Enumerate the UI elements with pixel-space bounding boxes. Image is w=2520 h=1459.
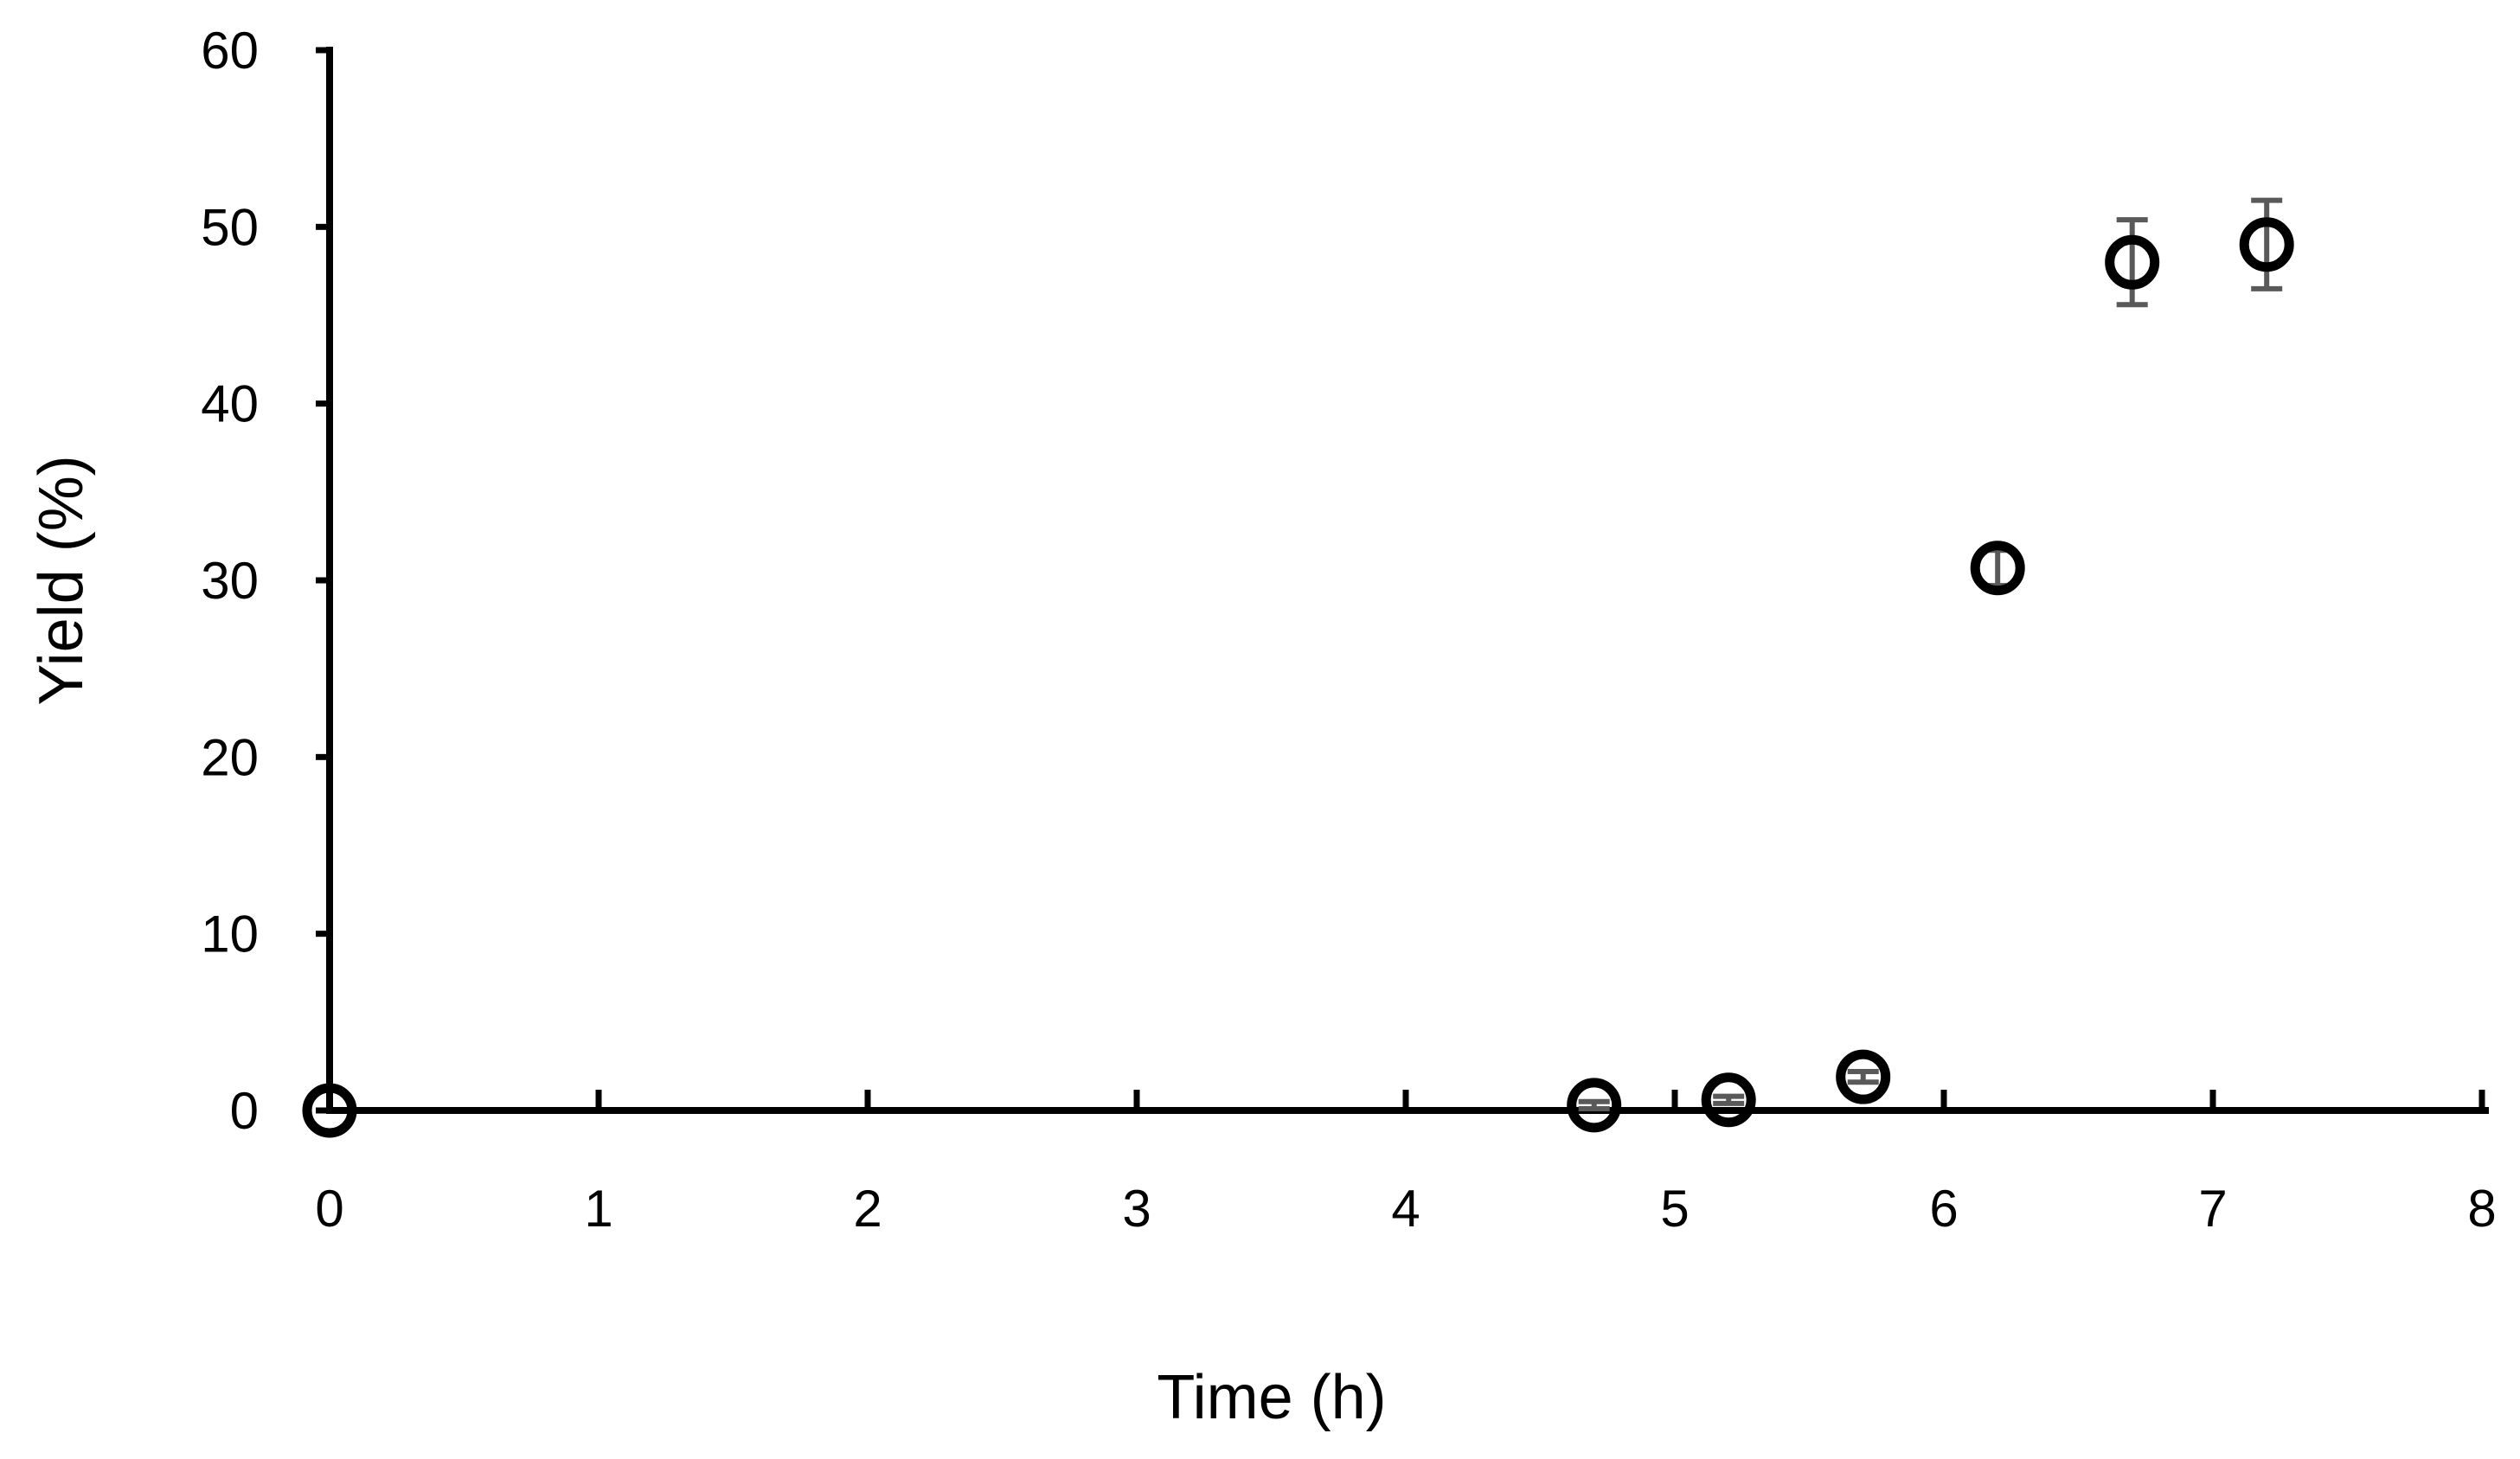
x-tick-label: 0 (315, 1180, 343, 1238)
x-tick-label: 5 (1660, 1180, 1689, 1238)
data-point (302, 1083, 357, 1138)
error-bar (1578, 1098, 1610, 1111)
y-axis-tick-labels: 0 10 20 30 40 50 60 (201, 22, 259, 1140)
point-marker (2239, 217, 2294, 272)
y-tick-label: 40 (201, 375, 259, 433)
data-points (302, 197, 2294, 1138)
point-marker (2105, 234, 2160, 290)
point-marker (1970, 541, 2025, 596)
data-point (2239, 197, 2294, 291)
x-tick-label: 8 (2467, 1180, 2496, 1238)
x-axis-tick-labels: 0 1 2 3 4 5 6 7 8 (315, 1180, 2496, 1238)
y-tick-label: 30 (201, 552, 259, 610)
x-tick-label: 3 (1122, 1180, 1151, 1238)
point-marker (1836, 1049, 1891, 1104)
x-tick-label: 2 (853, 1180, 882, 1238)
data-point (2105, 217, 2160, 308)
y-axis-title: Yield (%) (27, 455, 96, 705)
error-bar (2116, 217, 2148, 308)
error-bar (1713, 1093, 1745, 1106)
data-point (1970, 541, 2025, 596)
point-marker (302, 1083, 357, 1138)
data-point (1567, 1078, 1622, 1133)
y-tick-label: 0 (230, 1082, 259, 1140)
y-tick-label: 50 (201, 198, 259, 256)
point-marker (1567, 1078, 1622, 1133)
y-tick-label: 20 (201, 728, 259, 786)
data-point (1701, 1072, 1756, 1128)
x-tick-label: 7 (2198, 1180, 2227, 1238)
x-tick-label: 6 (1929, 1180, 1958, 1238)
x-tick-label: 1 (584, 1180, 612, 1238)
error-bar (1982, 547, 2014, 589)
data-point (1836, 1049, 1891, 1104)
error-bar (2251, 197, 2283, 291)
error-bar (1847, 1069, 1879, 1085)
y-tick-label: 60 (201, 22, 259, 80)
x-axis-title: Time (h) (1157, 1363, 1386, 1432)
y-tick-label: 10 (201, 905, 259, 963)
point-marker (1701, 1072, 1756, 1128)
x-tick-label: 4 (1391, 1180, 1420, 1238)
y-axis-ticks (316, 47, 330, 1114)
